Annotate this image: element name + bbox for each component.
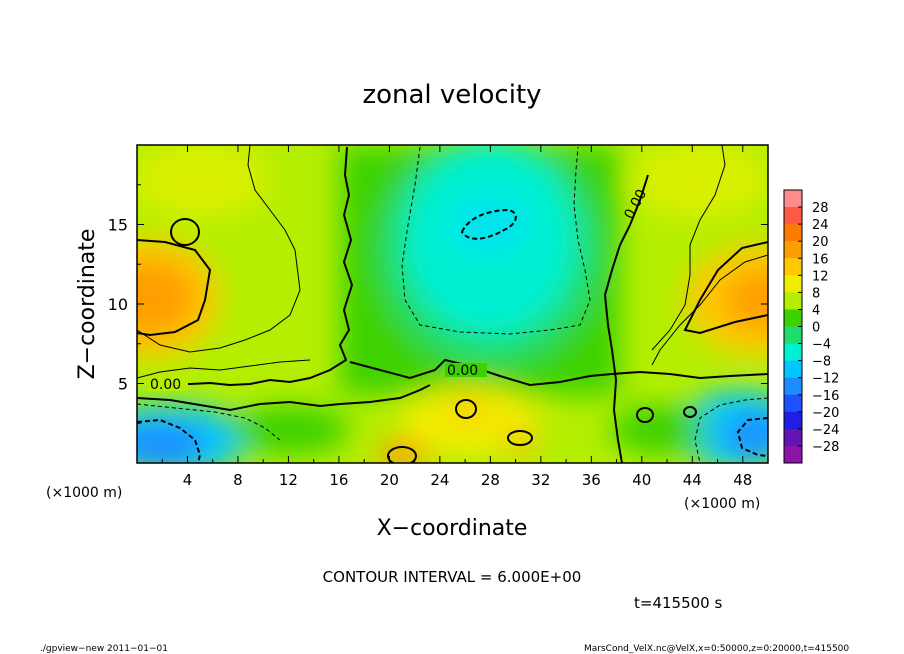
colorbar-swatch (784, 241, 802, 259)
colorbar-tick-label: 24 (812, 218, 829, 233)
heatmap-field (137, 145, 768, 463)
colorbar-tick-label: −16 (812, 389, 839, 404)
y-tick-label: 5 (118, 375, 128, 394)
colorbar-swatch (784, 292, 802, 310)
x-tick-label: 44 (683, 471, 702, 489)
x-axis-unit-right: (×1000 m) (684, 496, 760, 512)
contour-label-center: 0.00 (447, 363, 478, 379)
colorbar-tick-label: −24 (812, 423, 839, 438)
x-tick-label: 48 (733, 471, 752, 489)
x-tick-label: 24 (430, 471, 449, 489)
colorbar-swatch (784, 343, 802, 362)
colorbar-tick-label: 12 (812, 269, 829, 284)
colorbar-tick-label: −8 (812, 355, 831, 370)
colorbar-tick-label: 16 (812, 252, 829, 267)
contour-lines (137, 145, 768, 463)
x-tick-label: 8 (233, 471, 243, 489)
x-tick-label: 32 (531, 471, 550, 489)
colorbar-tick-label: 20 (812, 235, 829, 250)
footer-right-text: MarsCond_VelX.nc@VelX,x=0:50000,z=0:2000… (584, 644, 849, 654)
x-axis-ticks: 4 8 12 16 20 24 28 32 36 40 44 48 (161, 145, 752, 489)
y-axis-title: Z−coordinate (75, 229, 100, 380)
colorbar-tick-label: 28 (812, 201, 829, 216)
colorbar-swatch (784, 258, 802, 276)
colorbar-swatch (784, 411, 802, 430)
colorbar (783, 189, 803, 464)
x-axis-title: X−coordinate (377, 516, 528, 541)
colorbar-swatch (784, 360, 802, 379)
colorbar-tick-label: −12 (812, 372, 839, 387)
y-tick-label: 10 (108, 295, 128, 314)
y-tick-label: 15 (108, 216, 128, 235)
time-label: t=415500 s (634, 594, 722, 612)
colorbar-swatch (784, 445, 802, 464)
colorbar-tick-label: −4 (812, 338, 831, 353)
colorbar-swatch (784, 224, 802, 242)
chart-title: zonal velocity (362, 80, 541, 110)
x-tick-label: 36 (582, 471, 601, 489)
x-tick-label: 20 (380, 471, 399, 489)
x-tick-label: 16 (329, 471, 348, 489)
colorbar-swatch (784, 207, 802, 225)
colorbar-swatch (784, 394, 802, 413)
x-tick-label: 4 (183, 471, 193, 489)
x-tick-label: 28 (481, 471, 500, 489)
colorbar-swatch (784, 326, 802, 345)
colorbar-tick-label: −20 (812, 406, 839, 421)
colorbar-swatch (784, 190, 802, 208)
contour-label-left: 0.00 (150, 377, 181, 393)
colorbar-swatch (784, 275, 802, 293)
colorbar-labels: 28 24 20 16 12 8 4 0 −4 −8 −12 −16 −20 −24 −28 (798, 201, 839, 455)
colorbar-tick-label: 0 (812, 321, 820, 336)
colorbar-tick-label: 8 (812, 286, 820, 301)
footer-left-text: ./gpview−new 2011−01−01 (40, 644, 168, 654)
colorbar-swatch (784, 428, 802, 447)
x-tick-label: 40 (632, 471, 651, 489)
colorbar-swatch (784, 377, 802, 396)
x-tick-label: 12 (279, 471, 298, 489)
y-axis-ticks: 5 10 15 (108, 184, 768, 424)
contour-interval-text: CONTOUR INTERVAL = 6.000E+00 (323, 568, 582, 586)
colorbar-tick-label: −28 (812, 440, 839, 455)
colorbar-swatch (784, 309, 802, 327)
x-axis-unit-left: (×1000 m) (46, 485, 122, 501)
colorbar-tick-label: 4 (812, 303, 820, 318)
